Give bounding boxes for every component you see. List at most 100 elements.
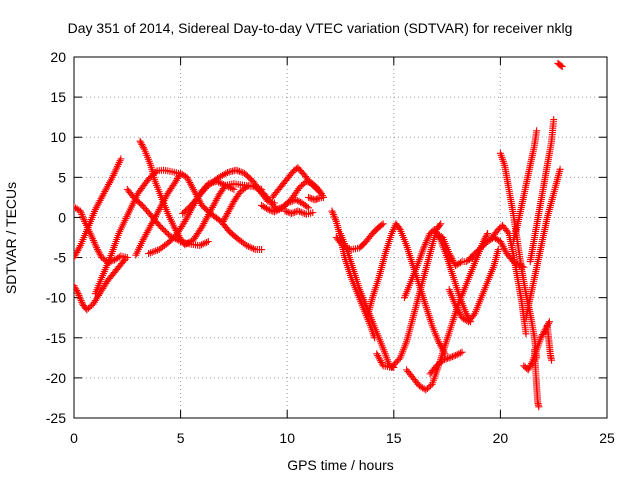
- data-point-track-03: [96, 197, 104, 205]
- data-point-track-21: [444, 354, 452, 362]
- data-point-track-07: [157, 223, 165, 231]
- data-point-track-34: [306, 194, 314, 202]
- data-point-track-21: [455, 350, 463, 358]
- data-point-track-14: [330, 212, 338, 220]
- x-tick-label: 15: [386, 430, 402, 446]
- data-point-track-06: [205, 211, 213, 219]
- data-point-track-13: [284, 208, 292, 216]
- data-point-track-19: [462, 310, 470, 318]
- data-point-track-10: [220, 216, 228, 224]
- data-point-track-05: [154, 207, 162, 215]
- data-point-track-18: [395, 355, 403, 363]
- data-point-track-08: [150, 248, 158, 256]
- y-tick-label: 10: [50, 129, 66, 145]
- data-point-track-02: [79, 212, 87, 220]
- data-point-track-20: [482, 233, 490, 241]
- data-point-track-08: [148, 248, 156, 256]
- y-tick-label: 20: [50, 49, 66, 65]
- data-point-track-05: [140, 234, 148, 242]
- data-point-track-13: [309, 209, 317, 217]
- data-layer: [74, 59, 566, 411]
- data-point-track-09: [234, 167, 242, 175]
- data-point-track-13: [299, 209, 307, 217]
- data-point-track-06: [206, 207, 214, 215]
- data-point-track-06: [207, 205, 215, 213]
- data-point-track-06: [212, 196, 220, 204]
- data-point-track-09: [232, 166, 240, 174]
- data-point-track-03: [75, 243, 83, 251]
- data-point-track-21: [439, 356, 447, 364]
- data-point-track-05: [141, 232, 149, 240]
- data-point-track-16: [378, 221, 386, 229]
- data-point-track-02: [80, 216, 88, 224]
- data-point-track-10: [219, 217, 227, 225]
- data-point-track-02: [93, 246, 101, 254]
- data-point-track-03: [106, 179, 114, 187]
- data-point-track-06: [206, 209, 213, 217]
- data-point-track-20: [483, 231, 491, 239]
- data-point-track-03: [102, 186, 110, 194]
- x-axis-label: GPS time / hours: [287, 457, 394, 473]
- data-point-track-03: [100, 189, 108, 197]
- data-point-track-20: [484, 229, 492, 237]
- data-point-track-06: [210, 200, 218, 208]
- y-tick-label: 15: [50, 89, 66, 105]
- data-point-track-08: [221, 181, 229, 189]
- data-point-track-34: [319, 193, 327, 201]
- data-point-track-14: [329, 209, 337, 217]
- data-point-track-08: [152, 247, 160, 255]
- data-point-track-03: [92, 204, 100, 212]
- data-point-track-01: [77, 297, 85, 305]
- data-point-track-06: [136, 137, 144, 145]
- data-point-track-05: [155, 205, 163, 213]
- data-point-track-12: [264, 205, 272, 213]
- data-point-track-13: [281, 207, 289, 215]
- y-tick-label: -20: [46, 370, 66, 386]
- data-point-track-06: [137, 139, 145, 147]
- data-point-track-13: [289, 209, 297, 217]
- data-point-track-21: [458, 348, 466, 356]
- data-point-track-01: [76, 295, 84, 303]
- data-point-track-02: [95, 249, 103, 257]
- data-point-track-13: [283, 208, 291, 216]
- data-point-track-07: [155, 221, 163, 229]
- y-tick-label: 5: [58, 169, 66, 185]
- data-point-track-05: [190, 187, 198, 195]
- data-point-track-21: [450, 352, 458, 360]
- data-point-track-28: [538, 332, 546, 340]
- y-tick-label: -25: [46, 410, 66, 426]
- data-point-track-06: [198, 223, 206, 231]
- data-point-track-07: [158, 224, 166, 232]
- data-point-track-08: [184, 212, 192, 220]
- data-point-track-10: [303, 203, 311, 211]
- data-point-track-10: [243, 183, 251, 191]
- data-point-track-16: [340, 242, 348, 250]
- data-point-track-10: [223, 211, 231, 219]
- x-tick-label: 5: [177, 430, 185, 446]
- data-point-track-16: [344, 244, 352, 252]
- y-tick-label: -5: [54, 250, 67, 266]
- data-point-track-03: [117, 155, 125, 163]
- data-point-track-13: [291, 208, 299, 216]
- plot-frame: [73, 56, 608, 419]
- data-point-track-06: [213, 195, 221, 203]
- data-point-track-08: [181, 217, 189, 225]
- data-point-track-05: [189, 185, 197, 193]
- data-point-track-10: [221, 214, 229, 222]
- data-point-track-06: [209, 202, 217, 210]
- data-point-track-07: [161, 227, 169, 235]
- data-point-track-05: [243, 242, 251, 250]
- data-point-track-05: [246, 243, 254, 251]
- data-point-track-33: [558, 63, 566, 71]
- data-point-track-06: [199, 221, 207, 229]
- data-point-track-33: [557, 62, 565, 70]
- data-point-track-03: [93, 202, 101, 210]
- data-point-track-18: [437, 220, 445, 228]
- data-point-track-02: [76, 207, 84, 215]
- data-point-track-08: [182, 216, 190, 224]
- data-point-track-01: [120, 257, 128, 265]
- data-point-track-08: [183, 214, 191, 222]
- data-point-track-03: [101, 188, 109, 196]
- data-point-track-05: [145, 225, 153, 233]
- data-point-track-02: [74, 203, 78, 211]
